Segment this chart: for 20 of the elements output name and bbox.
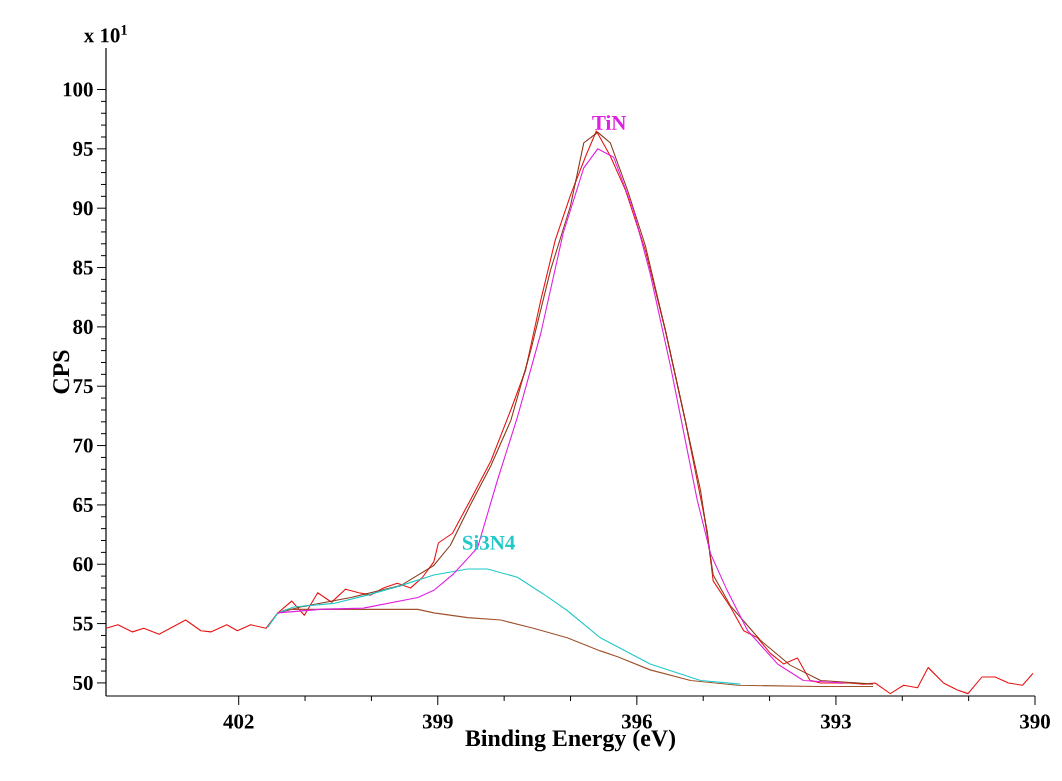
y-tick-label: 90 [73,201,93,216]
y-tick-label: 65 [73,497,93,512]
y-axis-title: CPS [53,350,70,394]
x-tick-label: 402 [223,714,254,729]
x-tick-label: 399 [422,714,453,729]
y-tick-label: 75 [73,379,93,394]
x-tick-label: 390 [1020,714,1050,729]
y-tick-label: 50 [73,675,93,690]
y-tick-label: 70 [73,438,93,453]
text: x 10$^{1}$ [83,25,127,43]
y-tick-label: 80 [73,319,93,334]
x-tick-label: 396 [621,714,652,729]
x-tick-label: 393 [821,714,851,729]
y-tick-label: 55 [73,616,93,631]
y-tick-label: 95 [73,141,93,156]
x-axis-title: Binding Energy (eV) [465,729,676,752]
y-tick-label: 100 [63,82,93,97]
y-tick-label: 60 [73,557,93,572]
series-label: TiN [592,115,627,130]
y-tick-label: 85 [73,260,93,275]
